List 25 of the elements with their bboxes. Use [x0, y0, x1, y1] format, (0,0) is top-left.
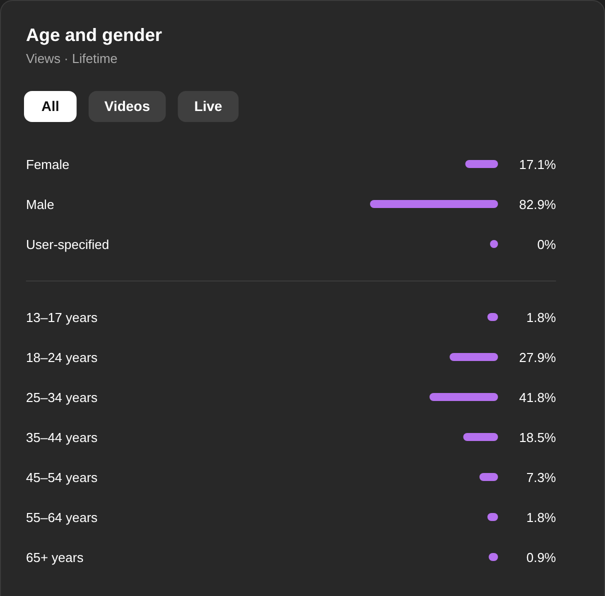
y-tick-label: 25–34 years: [26, 390, 98, 405]
y-tick-label: 45–54 years: [26, 470, 98, 485]
tab-button: All: [24, 91, 77, 122]
data-label: 1.8%: [526, 510, 556, 525]
tab-button: Live: [178, 91, 239, 122]
y-tick-label: Female: [26, 157, 70, 172]
data-label: 1.8%: [526, 310, 556, 325]
y-tick-label: 35–44 years: [26, 430, 98, 445]
y-tick-label: 18–24 years: [26, 350, 98, 365]
data-label: 18.5%: [519, 430, 556, 445]
y-tick-label: User-specified: [26, 237, 110, 252]
y-tick-label: 55–64 years: [26, 510, 98, 525]
text: Age and gender: [26, 25, 162, 45]
y-tick-label: Male: [26, 197, 54, 212]
data-label: 82.9%: [519, 197, 556, 212]
data-label: 7.3%: [526, 470, 556, 485]
data-label: 17.1%: [519, 157, 556, 172]
data-label: 27.9%: [519, 350, 556, 365]
data-label: 0.9%: [526, 550, 556, 565]
data-label: 0%: [537, 237, 556, 252]
data-label: 41.8%: [519, 390, 556, 405]
y-tick-label: 65+ years: [26, 550, 84, 565]
y-tick-label: 13–17 years: [26, 310, 98, 325]
text: Views · Lifetime: [26, 51, 118, 66]
tab-button: Videos: [88, 91, 166, 122]
